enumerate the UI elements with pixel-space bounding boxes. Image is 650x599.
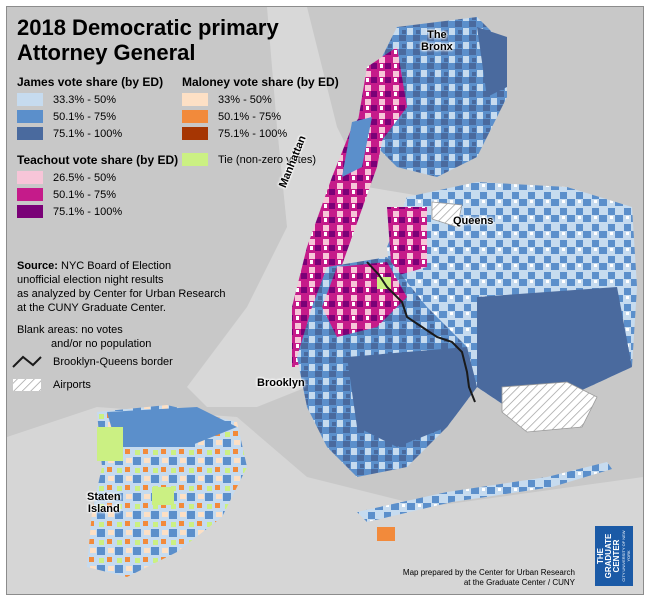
source-line: NYC Board of Election	[57, 260, 172, 272]
title-line-1: 2018 Democratic primary	[17, 15, 279, 40]
label-staten-line: Staten	[87, 491, 121, 503]
swatch	[182, 127, 208, 140]
legend-label: 75.1% - 100%	[218, 127, 288, 140]
label-brooklyn: Brooklyn	[257, 377, 305, 389]
legend-james-item: 75.1% - 100%	[17, 127, 122, 140]
source-line: as analyzed by Center for Urban Research	[17, 288, 226, 300]
swatch	[17, 205, 43, 218]
region-manhattan-uptown	[342, 117, 372, 177]
legend-label: 50.1% - 75%	[218, 110, 281, 123]
legend-border-line	[12, 355, 42, 368]
region-bronx-east	[477, 27, 507, 97]
label-staten-line: Island	[87, 503, 120, 515]
label-bronx-line: Bronx	[421, 41, 453, 53]
label-staten-island: Staten Island	[87, 491, 121, 515]
legend-teachout-item: 26.5% - 50%	[17, 171, 116, 184]
choropleth-map	[7, 7, 643, 594]
airport-jfk	[501, 381, 598, 433]
label-queens: Queens	[453, 215, 494, 227]
region-queens-west	[387, 207, 427, 277]
swatch	[17, 127, 43, 140]
title-line-2: Attorney General	[17, 40, 196, 65]
swatch	[17, 171, 43, 184]
region-staten-north	[107, 407, 237, 447]
brooklyn-queens-border	[366, 261, 476, 403]
legend-teachout-item: 50.1% - 75%	[17, 188, 116, 201]
swatch	[17, 110, 43, 123]
label-bronx: The Bronx	[421, 29, 453, 53]
region-brooklyn-central	[347, 347, 477, 447]
region-rockaway	[357, 462, 612, 522]
logo-text: CENTER	[612, 539, 621, 573]
legend-james-heading: James vote share (by ED)	[17, 75, 164, 89]
map-credit: Map prepared by the Center for Urban Res…	[403, 568, 575, 588]
region-bronx	[367, 17, 507, 177]
blank-note-line: Blank areas: no votes	[17, 324, 123, 336]
swatch	[182, 93, 208, 106]
source-label: Source:	[17, 260, 58, 272]
region-rockaway-east	[377, 527, 395, 541]
legend-label: 50.1% - 75%	[53, 110, 116, 123]
legend-label: 75.1% - 100%	[53, 205, 123, 218]
swatch	[182, 153, 208, 166]
swatch	[17, 188, 43, 201]
legend-teachout-heading: Teachout vote share (by ED)	[17, 153, 179, 167]
legend-label: 33.3% - 50%	[53, 93, 116, 106]
legend-maloney-item: 33% - 50%	[182, 93, 272, 106]
legend-maloney-heading: Maloney vote share (by ED)	[182, 75, 339, 89]
blank-note-line: and/or no population	[51, 338, 152, 350]
legend-james-item: 50.1% - 75%	[17, 110, 116, 123]
credit-line: Map prepared by the Center for Urban Res…	[402, 568, 575, 577]
source-note: Source: NYC Board of Election unofficial…	[17, 259, 226, 315]
swatch	[182, 110, 208, 123]
legend-airports-label: Airports	[53, 379, 91, 391]
map-title: 2018 Democratic primary Attorney General	[17, 15, 317, 65]
legend-maloney-item: 75.1% - 100%	[182, 127, 287, 140]
water-area	[187, 7, 447, 407]
tie-area	[152, 487, 174, 505]
blank-areas-note: Blank areas: no votes and/or no populati…	[17, 323, 151, 351]
region-queens-southeast	[477, 287, 632, 407]
credit-line: at the Graduate Center / CUNY	[463, 578, 575, 587]
legend-label: 33% - 50%	[218, 93, 272, 106]
legend-airports-swatch	[13, 379, 41, 391]
map-frame: 2018 Democratic primary Attorney General…	[6, 6, 644, 595]
legend-tie-item: Tie (non-zero votes)	[182, 153, 316, 166]
legend-label: 50.1% - 75%	[53, 188, 116, 201]
label-bronx-line: The	[427, 29, 447, 41]
legend-maloney-item: 50.1% - 75%	[182, 110, 281, 123]
source-line: at the CUNY Graduate Center.	[17, 302, 166, 314]
legend-teachout-item: 75.1% - 100%	[17, 205, 122, 218]
graduate-center-logo: THE GRADUATE CENTER CITY UNIVERSITY OF N…	[595, 526, 633, 586]
logo-text: CITY UNIVERSITY OF NEW YORK	[621, 530, 631, 582]
source-line: unofficial election night results	[17, 274, 164, 286]
legend-border-label: Brooklyn-Queens border	[53, 356, 173, 368]
legend-label: 26.5% - 50%	[53, 171, 116, 184]
legend-label: 75.1% - 100%	[53, 127, 123, 140]
swatch	[17, 93, 43, 106]
tie-area	[97, 427, 123, 461]
airport-lga	[431, 201, 463, 228]
legend-james-item: 33.3% - 50%	[17, 93, 116, 106]
legend-label: Tie (non-zero votes)	[218, 153, 317, 166]
